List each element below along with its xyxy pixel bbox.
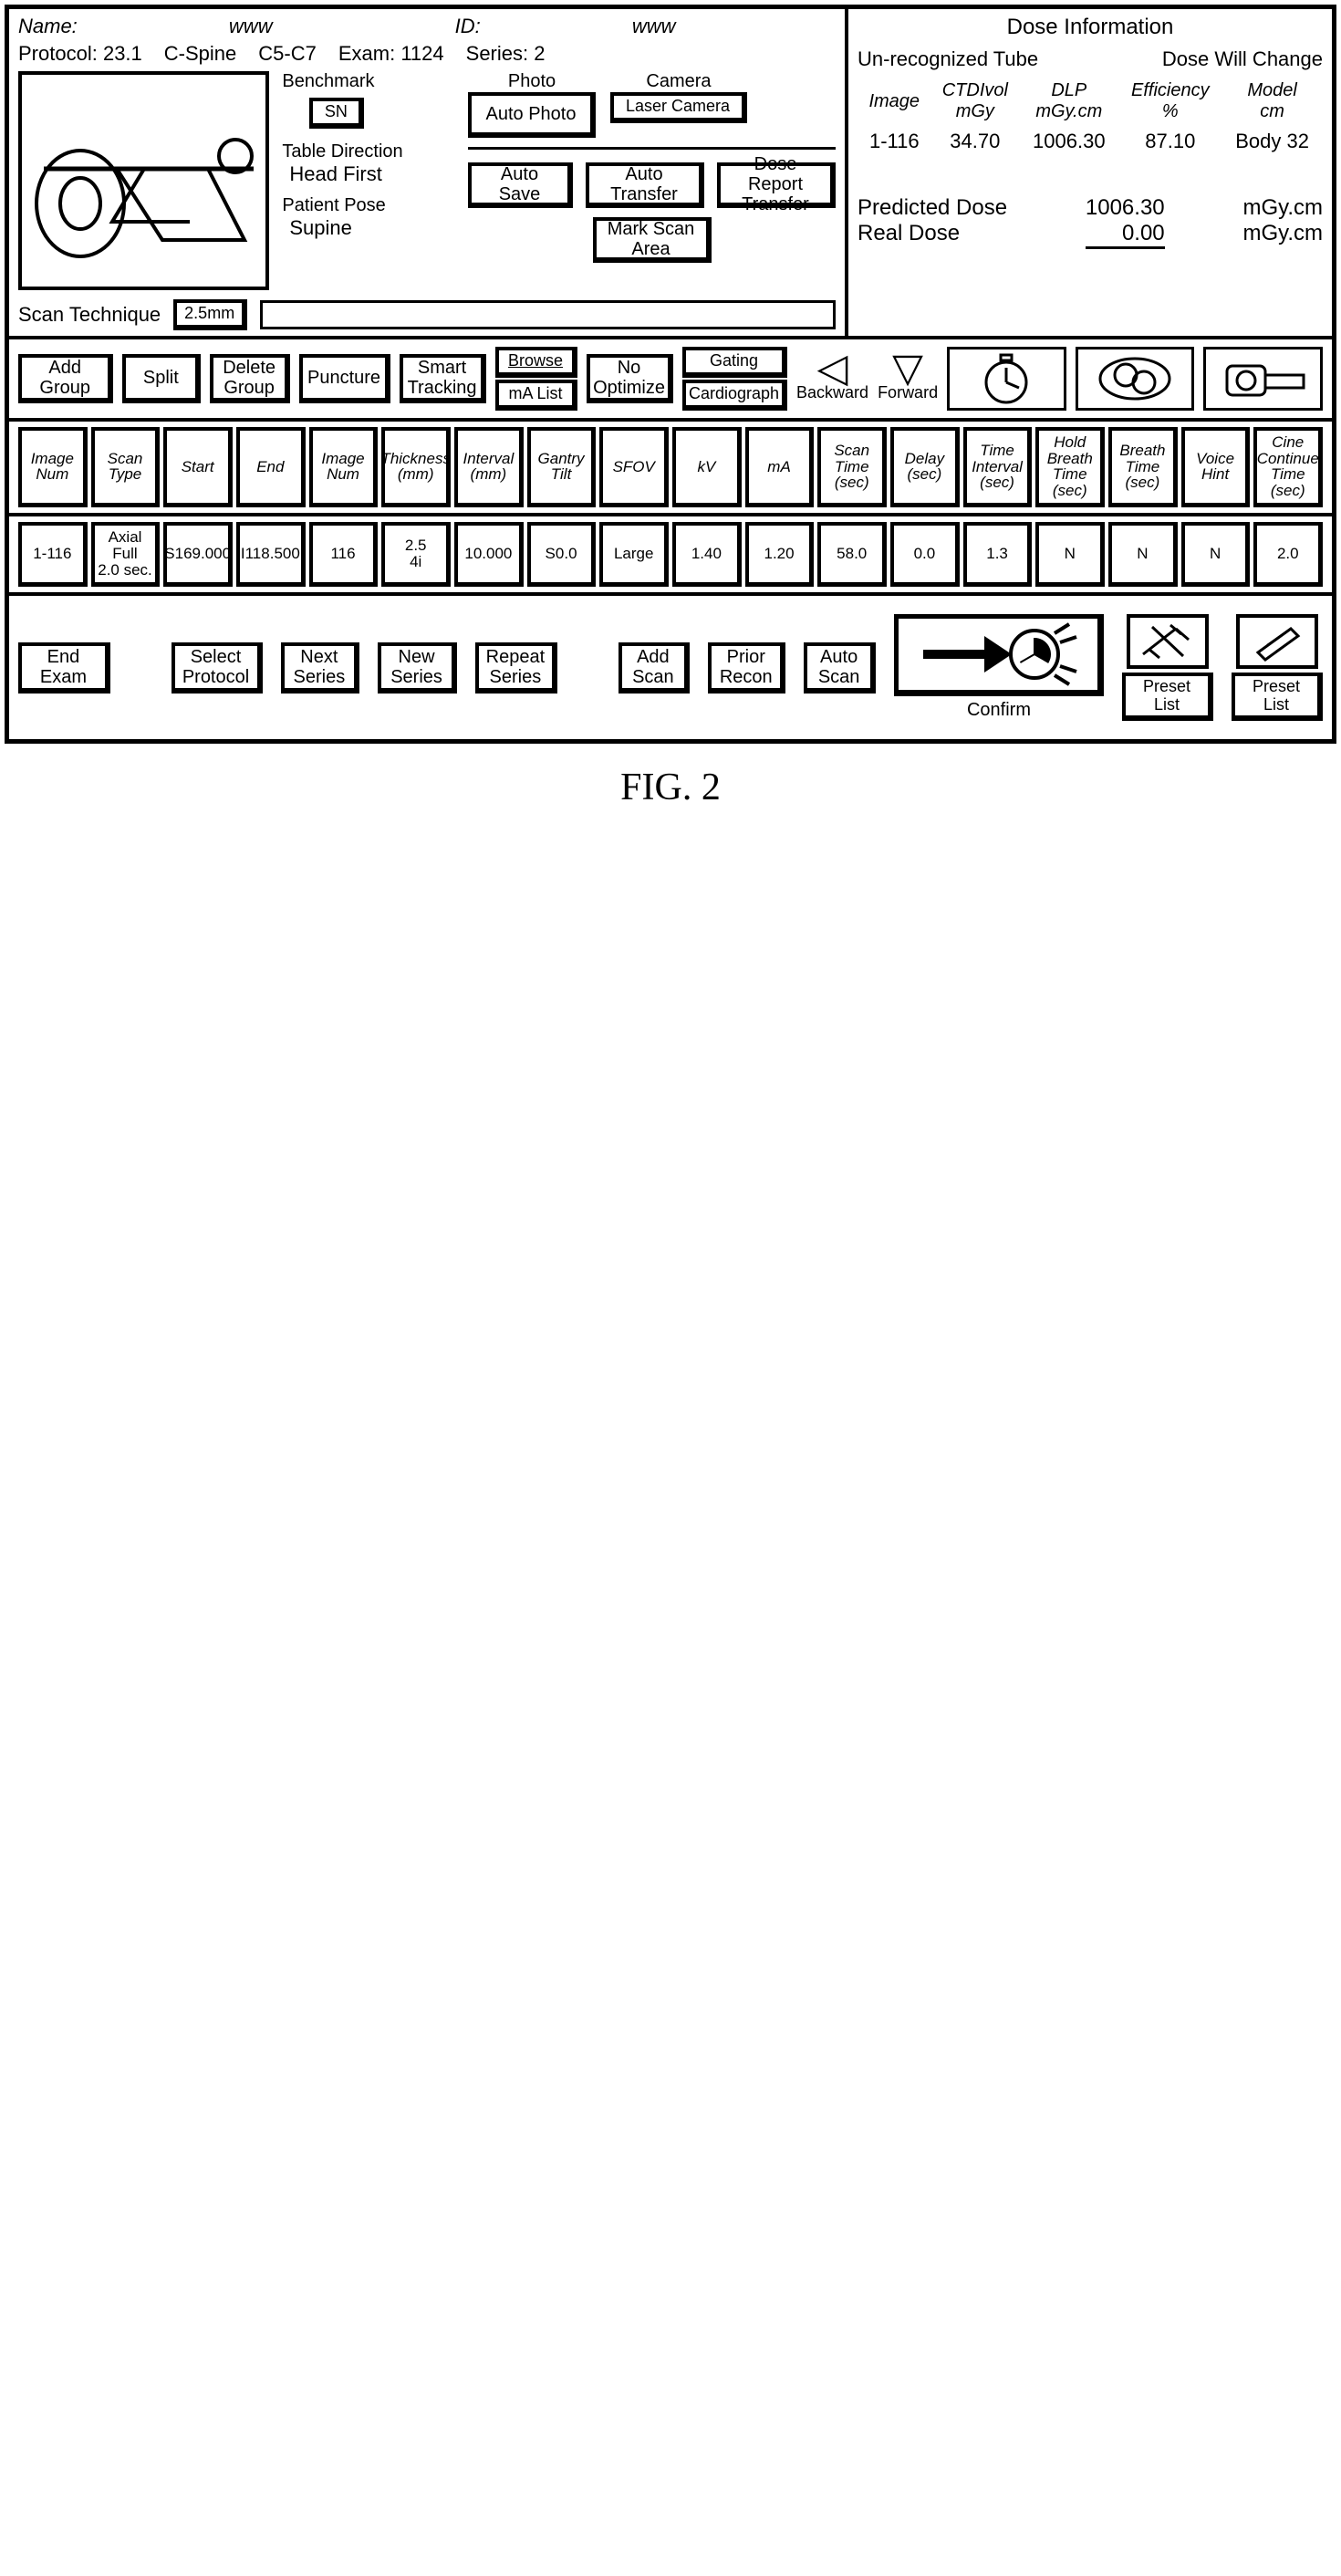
th-kv: kV [672,427,742,507]
td-time-interval[interactable]: 1.3 [963,522,1033,587]
td-kv[interactable]: 1.40 [672,522,742,587]
name-value: www [229,15,273,37]
benchmark-col: Benchmark SN Table Direction Head First … [282,71,455,290]
th-voice-hint: VoiceHint [1181,427,1251,507]
film-icon [1236,614,1318,669]
td-end[interactable]: I118.500 [236,522,306,587]
gating-button[interactable]: Gating [682,347,787,378]
predicted-dose-row: Predicted Dose Real Dose 1006.30 0.00 mG… [858,195,1323,249]
split-button[interactable]: Split [122,354,201,403]
control-row: Add Group Split DeleteGroup Puncture Sma… [9,339,1332,422]
patient-header: Name: www ID: www [18,15,836,38]
preset-list-1-button[interactable]: Preset List [1122,673,1213,722]
scan-technique-button[interactable]: 2.5mm [173,299,247,330]
preset-list-2-button[interactable]: Preset List [1232,673,1323,722]
th-hold-breath: HoldBreathTime (sec) [1035,427,1105,507]
puncture-button[interactable]: Puncture [299,354,390,403]
breath-icon [1076,347,1195,411]
td-ma[interactable]: 1.20 [745,522,815,587]
th-start: Start [163,427,233,507]
syringe-icon [1127,614,1209,669]
auto-scan-button[interactable]: AutoScan [804,642,876,694]
id-label: ID: [455,15,481,37]
protocol-row: Protocol: 23.1 C-Spine C5-C7 Exam: 1124 … [18,42,836,66]
select-protocol-button[interactable]: SelectProtocol [172,642,263,694]
auto-save-button[interactable]: Auto Save [468,162,573,208]
td-scan-type[interactable]: Axial Full2.0 sec. [91,522,161,587]
mid-row: Benchmark SN Table Direction Head First … [18,71,836,290]
smart-tracking-button[interactable]: SmartTracking [400,354,486,403]
dose-title: Dose Information [858,15,1323,40]
left-panel: Name: www ID: www Protocol: 23.1 C-Spine… [9,9,848,336]
td-cine[interactable]: 2.0 [1253,522,1323,587]
td-thickness[interactable]: 2.54i [381,522,451,587]
th-time-interval: TimeInterval(sec) [963,427,1033,507]
confirm-button[interactable] [894,614,1104,696]
cardiograph-button[interactable]: Cardiograph [682,380,787,411]
delete-group-button[interactable]: DeleteGroup [210,354,290,403]
th-end: End [236,427,306,507]
td-start[interactable]: S169.000 [163,522,233,587]
td-voice-hint[interactable]: N [1181,522,1251,587]
no-optimize-button[interactable]: NoOptimize [587,354,673,403]
patient-position-image [18,71,269,290]
name-label: Name: [18,15,78,37]
dose-panel: Dose Information Un-recognized Tube Dose… [848,9,1332,336]
new-series-button[interactable]: NewSeries [378,642,457,694]
th-sfov: SFOV [599,427,669,507]
figure-label: FIG. 2 [0,766,1341,809]
browse-button[interactable]: Browse [495,347,577,378]
sn-button[interactable]: SN [309,98,364,129]
laser-camera-button[interactable]: Laser Camera [610,92,747,123]
td-sfov[interactable]: Large [599,522,669,587]
td-image-num[interactable]: 1-116 [18,522,88,587]
bottom-row: End Exam SelectProtocol NextSeries NewSe… [9,596,1332,740]
dose-report-transfer-button[interactable]: Dose Report Transfer [717,162,836,208]
th-ma: mA [745,427,815,507]
prior-recon-button[interactable]: PriorRecon [708,642,785,694]
th-breath-time: BreathTime (sec) [1108,427,1178,507]
id-value: www [632,15,676,37]
th-cine: CineContinueTime (sec) [1253,427,1323,507]
td-interval[interactable]: 10.000 [454,522,524,587]
preset-1[interactable]: Preset List [1122,614,1213,722]
th-thickness: Thickness(mm) [381,427,451,507]
th-scan-time: Scan Time(sec) [817,427,887,507]
preset-2[interactable]: Preset List [1232,614,1323,722]
th-interval: Interval(mm) [454,427,524,507]
main-window: Name: www ID: www Protocol: 23.1 C-Spine… [5,5,1336,744]
dose-table: Image CTDIvolmGy DLPmGy.cm Efficiency% M… [858,77,1323,159]
auto-transfer-button[interactable]: Auto Transfer [586,162,704,208]
ma-list-button[interactable]: mA List [495,380,577,411]
next-series-button[interactable]: NextSeries [281,642,360,694]
td-hold-breath[interactable]: N [1035,522,1105,587]
td-breath-time[interactable]: N [1108,522,1178,587]
scan-technique-field[interactable] [260,300,836,329]
photo-col: Photo Auto Photo Camera Laser Camera Aut… [468,71,836,290]
backward-button[interactable]: ◁Backward [796,355,868,402]
repeat-series-button[interactable]: RepeatSeries [475,642,557,694]
forward-button[interactable]: ▽Forward [878,355,938,402]
scan-technique-row: Scan Technique 2.5mm [18,299,836,330]
td-delay[interactable]: 0.0 [890,522,960,587]
td-gantry-tilt[interactable]: S0.0 [527,522,597,587]
mark-scan-area-button[interactable]: Mark Scan Area [593,217,712,263]
top-row: Name: www ID: www Protocol: 23.1 C-Spine… [9,9,1332,339]
th-image-num-2: Image Num [309,427,379,507]
td-scan-time[interactable]: 58.0 [817,522,887,587]
timer-icon [947,347,1066,411]
end-exam-button[interactable]: End Exam [18,642,110,694]
th-delay: Delay(sec) [890,427,960,507]
scan-table-header: Image Num ScanType Start End Image Num T… [9,422,1332,516]
auto-photo-button[interactable]: Auto Photo [468,92,596,138]
add-group-button[interactable]: Add Group [18,354,113,403]
add-scan-button[interactable]: AddScan [619,642,691,694]
scan-table-row[interactable]: 1-116 Axial Full2.0 sec. S169.000 I118.5… [9,516,1332,596]
th-gantry-tilt: GantryTilt [527,427,597,507]
th-scan-type: ScanType [91,427,161,507]
td-image-num-2[interactable]: 116 [309,522,379,587]
th-image-num: Image Num [18,427,88,507]
scanner-icon [1203,347,1323,411]
